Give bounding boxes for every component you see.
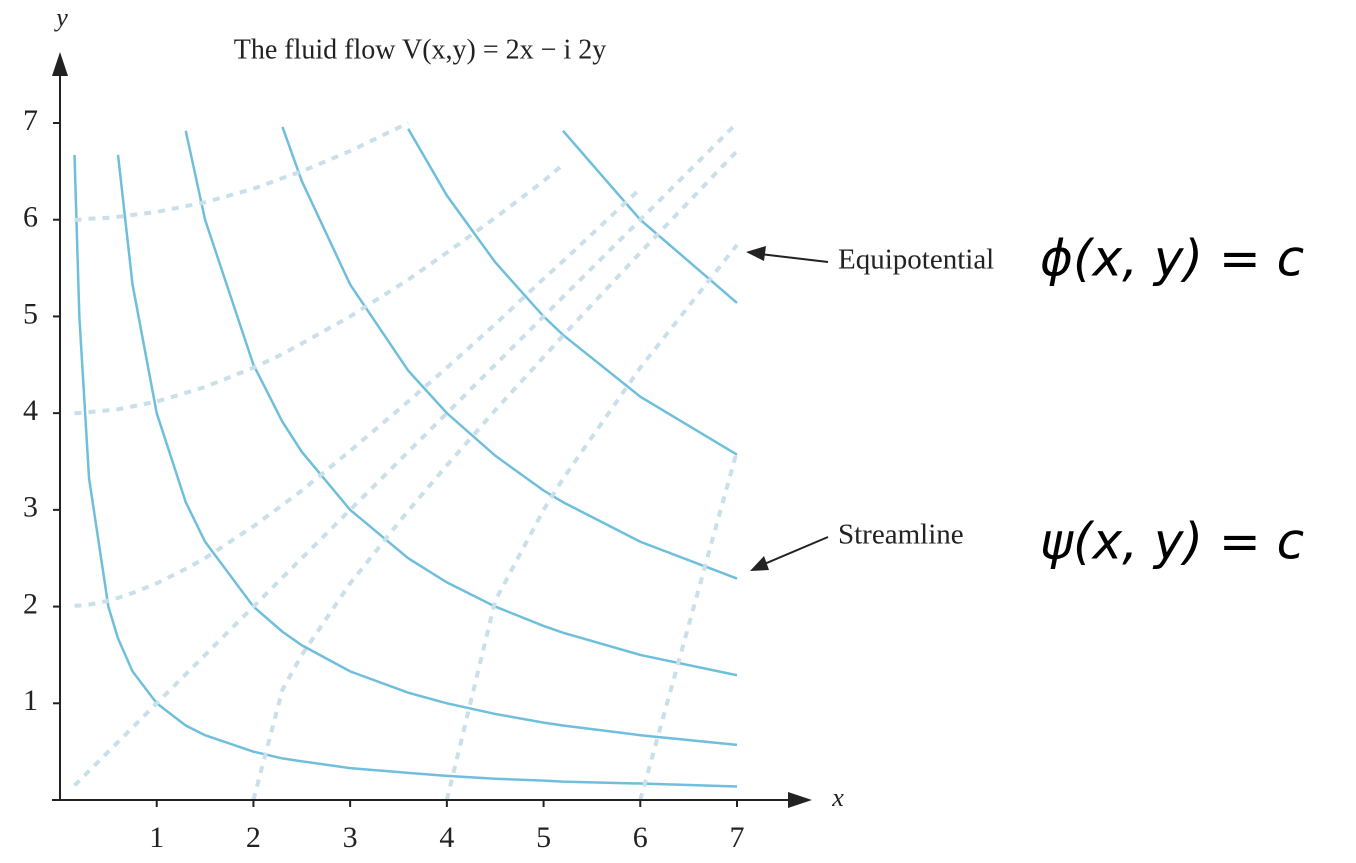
annotation-arrowhead bbox=[750, 556, 769, 571]
equipotential-line bbox=[638, 450, 739, 801]
x-axis-arrow bbox=[788, 792, 812, 808]
equipotential-line bbox=[444, 243, 739, 801]
y-axis-arrow bbox=[52, 52, 68, 76]
equipotential-line bbox=[73, 121, 739, 787]
y-axis-label: y bbox=[53, 3, 68, 32]
y-tick-label: 7 bbox=[23, 104, 38, 137]
x-tick-label: 3 bbox=[343, 821, 358, 854]
y-tick-label: 4 bbox=[23, 394, 38, 427]
annotation: Equipotential bbox=[838, 244, 994, 276]
x-axis-label: x bbox=[831, 783, 844, 812]
annotation-arrow bbox=[759, 253, 829, 263]
streamline bbox=[407, 128, 738, 456]
streamline bbox=[281, 126, 738, 580]
x-tick-label: 5 bbox=[536, 821, 551, 854]
annotation-arrowhead bbox=[746, 246, 766, 261]
y-tick-label: 1 bbox=[23, 684, 38, 717]
streamline bbox=[73, 154, 738, 788]
x-tick-label: 4 bbox=[439, 821, 454, 854]
equipotential-line bbox=[74, 121, 410, 222]
y-tick-label: 3 bbox=[23, 491, 38, 524]
y-tick-label: 5 bbox=[23, 297, 38, 330]
annotation: Streamline bbox=[838, 519, 964, 551]
equipotential-line bbox=[74, 187, 642, 608]
x-tick-label: 6 bbox=[633, 821, 648, 854]
x-tick-label: 1 bbox=[149, 821, 164, 854]
handwritten-formula: ϕ(x, y) = c bbox=[1040, 230, 1304, 288]
y-tick-label: 6 bbox=[23, 201, 38, 234]
x-tick-label: 2 bbox=[246, 821, 261, 854]
chart-title: The fluid flow V(x,y) = 2x − i 2y bbox=[234, 34, 606, 65]
plot-area bbox=[73, 121, 739, 801]
equipotential-line bbox=[251, 149, 739, 801]
handwritten-formula: ψ(x, y) = c bbox=[1040, 513, 1304, 571]
streamline bbox=[116, 154, 738, 747]
x-tick-label: 7 bbox=[730, 821, 745, 854]
y-tick-label: 2 bbox=[23, 587, 38, 620]
streamline bbox=[184, 130, 738, 677]
annotation-arrow bbox=[761, 536, 829, 566]
equipotential-line bbox=[74, 163, 565, 416]
